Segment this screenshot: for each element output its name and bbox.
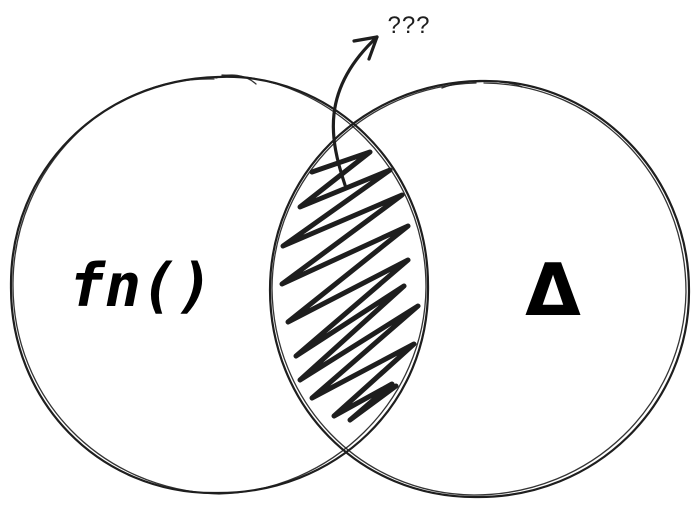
right-set-circle [268,79,691,499]
intersection-annotation: ??? [387,12,430,39]
right-set-label: Δ [525,248,581,332]
left-set-circle [9,74,430,495]
intersection-hatch [279,149,421,423]
curved-arrow-icon [331,35,379,187]
left-set-label: fn() [69,251,214,321]
